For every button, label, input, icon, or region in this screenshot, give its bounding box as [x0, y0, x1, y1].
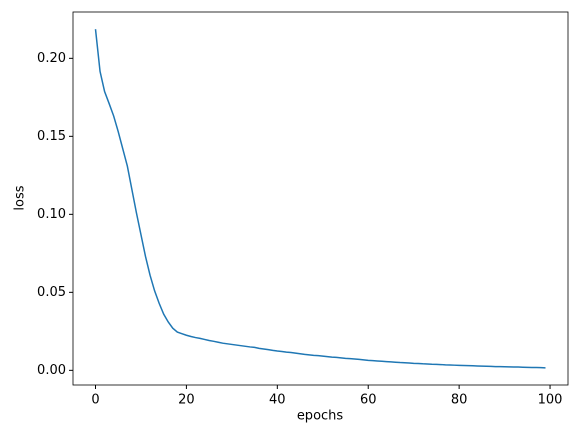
x-tick-label: 20 [178, 393, 195, 408]
x-tick-label: 100 [538, 393, 563, 408]
x-tick-label: 0 [91, 393, 99, 408]
x-axis-label: epochs [297, 409, 344, 424]
plot-frame [72, 11, 569, 386]
x-tick-label: 40 [269, 393, 286, 408]
y-tick-label: 0.10 [37, 207, 66, 222]
y-tick-label: 0.05 [37, 285, 66, 300]
y-tick-label: 0.20 [37, 51, 66, 66]
x-tick-label: 80 [451, 393, 468, 408]
y-tick-label: 0.00 [37, 363, 66, 378]
y-axis-label: loss [13, 185, 28, 210]
x-tick-label: 60 [360, 393, 377, 408]
loss-line [94, 29, 546, 369]
y-tick-label: 0.15 [37, 129, 66, 144]
